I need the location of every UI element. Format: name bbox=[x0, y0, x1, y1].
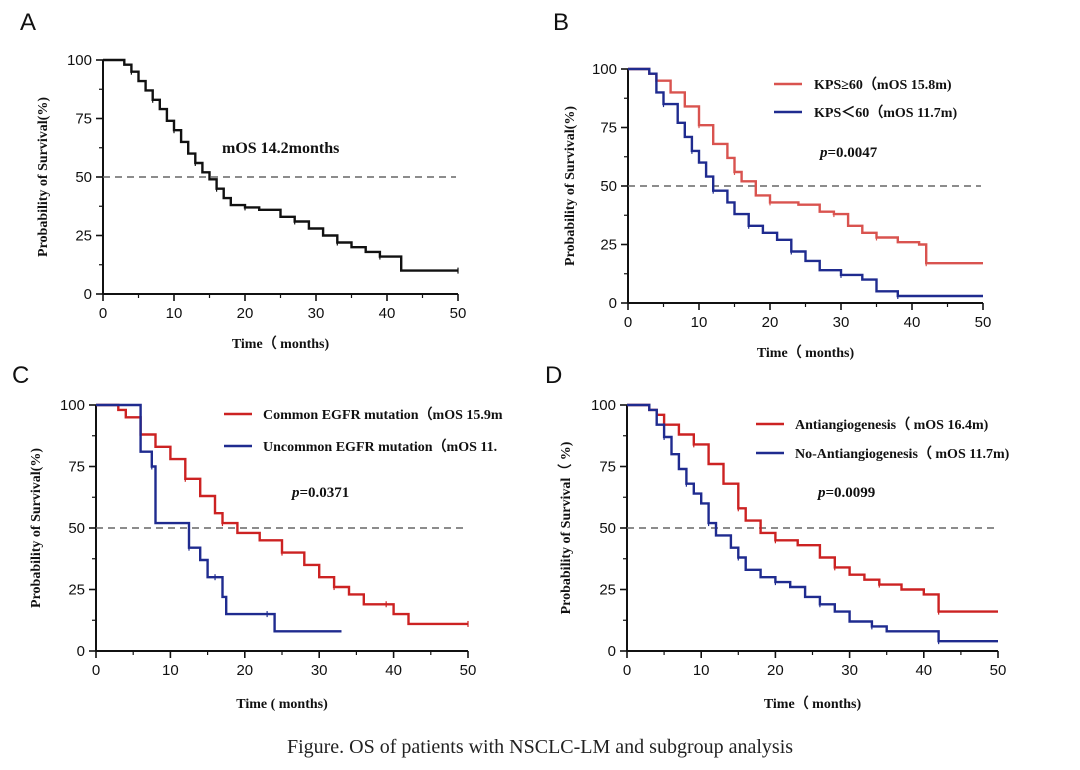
panel-d-x-tick-label: 30 bbox=[841, 662, 858, 679]
panel-d-x-axis-label: Time（ months) bbox=[764, 696, 862, 712]
panel-d-y-tick-label: 75 bbox=[599, 459, 616, 476]
panel-a-x-tick-label: 30 bbox=[308, 305, 325, 322]
panel-c-x-tick-label: 30 bbox=[311, 662, 328, 679]
panel-a-y-axis-label: Probability of Survival(%) bbox=[36, 97, 51, 257]
panel-a-y-tick-label: 50 bbox=[75, 169, 92, 186]
panel-c-x-tick-label: 40 bbox=[385, 662, 402, 679]
panel-a-x-tick-label: 40 bbox=[379, 305, 396, 322]
panel-d-y-tick-label: 0 bbox=[608, 643, 616, 660]
panel-c-x-tick-label: 0 bbox=[92, 662, 100, 679]
panel-b-legend-kps-low: KPS＜60（mOS 11.7m) bbox=[814, 105, 957, 121]
panel-c-x-tick-label: 10 bbox=[162, 662, 179, 679]
panel-d-legend-no-antiangio: No-Antiangiogenesis（ mOS 11.7m) bbox=[795, 446, 1010, 462]
panel-b-x-tick-label: 20 bbox=[762, 314, 779, 331]
panel-d-x-tick-label: 50 bbox=[990, 662, 1007, 679]
panel-c-x-tick-label: 50 bbox=[460, 662, 477, 679]
panel-d-letter: D bbox=[545, 362, 562, 389]
panel-d-y-tick-label: 100 bbox=[591, 397, 616, 414]
panel-b-x-tick-label: 0 bbox=[624, 314, 632, 331]
panel-a-y-tick-label: 0 bbox=[84, 286, 92, 303]
panel-d-x-tick-label: 20 bbox=[767, 662, 784, 679]
panel-d-y-tick-label: 25 bbox=[599, 582, 616, 599]
panel-c: C Probability of Survival(%) Time ( mont… bbox=[12, 362, 503, 712]
panel-c-y-tick-label: 75 bbox=[68, 459, 85, 476]
panel-d-survival-curve-no-antiangiogenesis bbox=[627, 403, 998, 643]
panel-c-survival-curve-uncommon-egfr-mutation bbox=[96, 403, 342, 633]
panel-a-x-tick-label: 50 bbox=[450, 305, 467, 322]
panel-c-y-tick-label: 50 bbox=[68, 520, 85, 537]
panel-b-p-value: p=0.0047 bbox=[818, 145, 878, 161]
panel-b-y-tick-label: 75 bbox=[600, 120, 617, 137]
panel-c-x-axis-label: Time ( months) bbox=[236, 697, 328, 712]
panel-d-y-axis-label: Probability of Survival（ %) bbox=[558, 441, 574, 614]
panel-c-survival-curve-common-egfr-mutation bbox=[96, 403, 468, 626]
panel-b-x-tick-label: 40 bbox=[904, 314, 921, 331]
panel-b-letter: B bbox=[553, 9, 569, 36]
panel-c-legend-uncommon: Uncommon EGFR mutation（mOS 11. bbox=[263, 439, 497, 455]
panel-b-x-tick-label: 50 bbox=[975, 314, 992, 331]
panel-d-x-tick-label: 0 bbox=[623, 662, 631, 679]
panel-c-y-axis-label: Probability of Survival(%) bbox=[29, 448, 44, 608]
panel-b-x-tick-label: 30 bbox=[833, 314, 850, 331]
panel-d-x-tick-label: 10 bbox=[693, 662, 710, 679]
panel-a-x-axis-label: Time（ months) bbox=[232, 336, 330, 352]
panel-c-x-tick-label: 20 bbox=[236, 662, 253, 679]
panel-d: D Probability of Survival（ %) Time（ mont… bbox=[545, 362, 1010, 712]
panel-a-letter: A bbox=[20, 9, 36, 36]
panel-b-x-tick-label: 10 bbox=[691, 314, 708, 331]
panel-d-x-tick-label: 40 bbox=[915, 662, 932, 679]
panel-c-p-value: p=0.0371 bbox=[290, 485, 349, 501]
panel-a-survival-curve-overall bbox=[103, 58, 458, 272]
figure-caption: Figure. OS of patients with NSCLC-LM and… bbox=[286, 736, 794, 758]
panel-a-x-tick-label: 0 bbox=[99, 305, 107, 322]
panel-a-x-tick-label: 20 bbox=[237, 305, 254, 322]
panel-b-y-tick-label: 100 bbox=[592, 61, 617, 78]
panel-b-survival-curve-kps-60 bbox=[628, 67, 983, 265]
panel-c-legend-common: Common EGFR mutation（mOS 15.9m bbox=[263, 407, 503, 423]
panel-c-letter: C bbox=[12, 362, 29, 389]
panel-b-legend-kps-high: KPS≥60（mOS 15.8m) bbox=[814, 77, 952, 93]
panel-d-p-value: p=0.0099 bbox=[816, 485, 875, 501]
panel-b-survival-curve-kps-60 bbox=[628, 67, 983, 298]
panel-a-y-tick-label: 25 bbox=[75, 228, 92, 245]
panel-a-x-tick-label: 10 bbox=[166, 305, 183, 322]
panel-a-median-annotation: mOS 14.2months bbox=[222, 140, 339, 157]
panel-a: A Probability of Survival(%) Time（ month… bbox=[20, 9, 466, 352]
panel-d-legend-antiangio: Antiangiogenesis（ mOS 16.4m) bbox=[795, 417, 989, 433]
panel-b-y-tick-label: 25 bbox=[600, 237, 617, 254]
panel-c-y-tick-label: 0 bbox=[77, 643, 85, 660]
panel-d-survival-curve-antiangiogenesis bbox=[627, 403, 998, 613]
panel-b: B Probability of Survival(%) Time（ month… bbox=[553, 9, 991, 361]
panel-b-y-axis-label: Probability of Survival(%) bbox=[563, 106, 578, 266]
panel-b-x-axis-label: Time（ months) bbox=[757, 345, 855, 361]
panel-a-y-tick-label: 75 bbox=[75, 111, 92, 128]
panel-b-y-tick-label: 0 bbox=[609, 295, 617, 312]
panel-d-y-tick-label: 50 bbox=[599, 520, 616, 537]
panel-b-y-tick-label: 50 bbox=[600, 178, 617, 195]
panel-c-y-tick-label: 100 bbox=[60, 397, 85, 414]
panel-a-y-tick-label: 100 bbox=[67, 52, 92, 69]
panel-c-y-tick-label: 25 bbox=[68, 582, 85, 599]
